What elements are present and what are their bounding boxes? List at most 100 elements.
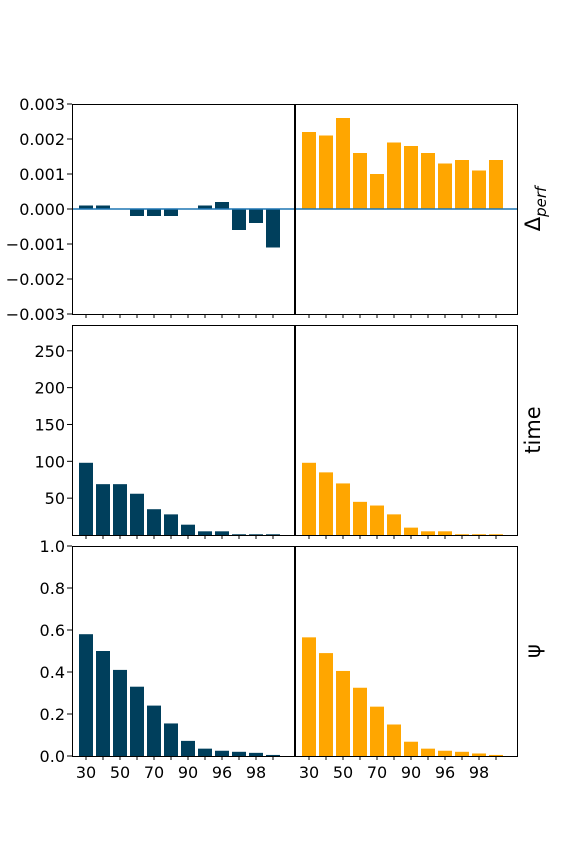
bar [353,501,367,535]
bar [302,637,316,756]
bar [164,209,178,216]
bar [181,740,195,756]
bar [198,531,212,535]
x-tick-label: 90 [178,763,198,782]
bar [113,484,127,535]
x-tick-label: 98 [469,763,489,782]
bar [302,462,316,535]
bar [266,209,280,248]
bar [147,509,161,535]
bar [404,146,418,209]
bar [438,531,452,535]
y-tick-label: 0.2 [40,705,65,724]
y-tick-label: 0.4 [40,663,65,682]
bar [96,484,110,535]
bar [319,472,333,535]
x-tick-label: 70 [144,763,164,782]
bar [353,687,367,756]
x-tick-label: 70 [367,763,387,782]
y-tick-label: 1.0 [40,537,65,556]
bar [130,686,144,756]
x-tick-label: 90 [401,763,421,782]
bar [319,653,333,756]
bar [353,153,367,209]
panel-frame [295,546,518,757]
bar [472,534,486,535]
panel-r0-c0 [72,104,295,318]
x-tick-label: 96 [435,763,455,782]
bar [370,174,384,209]
y-tick-label: 0.6 [40,621,65,640]
bar [96,205,110,209]
y-tick-label: 0.8 [40,579,65,598]
bar [387,142,401,209]
row-label: time [521,406,545,453]
x-tick-label: 30 [76,763,96,782]
bar [370,706,384,756]
y-tick-label: 0.000 [19,200,65,219]
bar [455,534,469,535]
y-tick-label: 0.0 [40,747,65,766]
bar [181,524,195,535]
bar [472,170,486,209]
y-tick-label: 100 [34,452,65,471]
bar [113,669,127,756]
bar [336,118,350,209]
y-tick-label: 250 [34,342,65,361]
bar [130,493,144,535]
bar [79,634,93,756]
bar [421,748,435,756]
bar [232,534,246,535]
panel-r1-c1 [295,325,518,539]
panel-r2-c0: 30 50 70 90 96 98 [72,546,295,782]
y-tick-label: −0.002 [6,270,65,289]
bar [232,209,246,230]
bar [387,724,401,756]
bar [249,752,263,756]
bar [164,514,178,535]
bar [164,723,178,756]
y-tick-label: 0.003 [19,95,65,114]
row-label: ψ [521,644,545,658]
bar [472,753,486,756]
bar [266,754,280,756]
x-tick-label: 50 [110,763,130,782]
panel-frame [72,104,295,315]
panel-frame [72,546,295,757]
bar [302,132,316,209]
bar [147,705,161,756]
x-tick-label: 96 [212,763,232,782]
x-tick-label: 50 [333,763,353,782]
bar [489,160,503,209]
y-tick-label: −0.001 [6,235,65,254]
bar [404,741,418,756]
bar [215,531,229,535]
bar [438,163,452,209]
x-tick-label: 30 [299,763,319,782]
bar [215,750,229,756]
bar [387,514,401,535]
panel-r0-c1 [295,104,518,318]
bar [489,534,503,535]
row-label: Δperf [521,184,550,231]
bar [455,160,469,209]
bar [336,670,350,756]
bar [147,209,161,216]
bar [130,209,144,216]
bar [215,202,229,209]
y-tick-label: −0.003 [6,305,65,324]
panel-frame [295,104,518,315]
bar [489,754,503,756]
y-tick-label: 50 [45,489,65,508]
bar [438,750,452,756]
bar [319,135,333,209]
panel-frame [295,325,518,536]
bar [421,531,435,535]
panel-r2-c1: 30 50 70 90 96 98 [295,546,518,782]
y-tick-label: 0.001 [19,165,65,184]
bar [198,205,212,209]
bar [421,153,435,209]
bar [336,483,350,535]
bar [249,209,263,223]
